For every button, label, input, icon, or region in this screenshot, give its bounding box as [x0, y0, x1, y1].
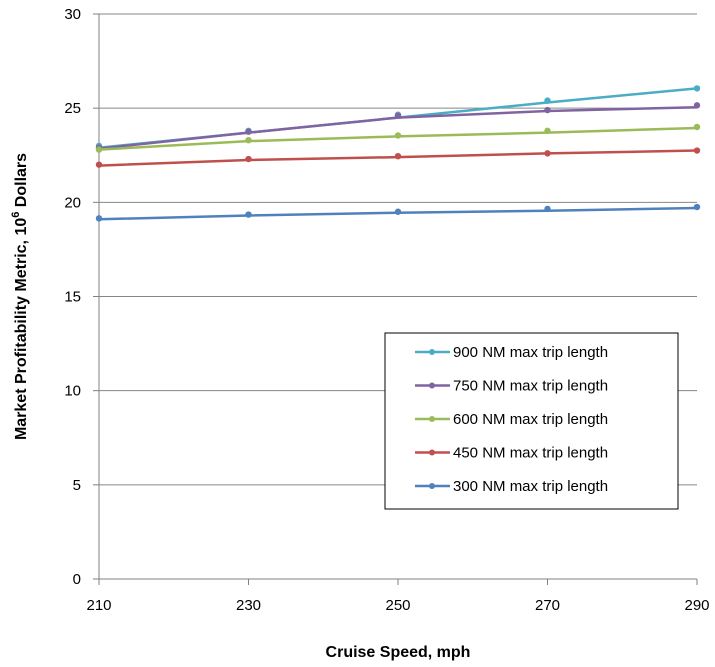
data-point — [693, 123, 701, 131]
legend-label: 300 NM max trip length — [453, 478, 608, 495]
legend-swatch-marker — [429, 416, 435, 422]
legend-swatch-marker — [429, 449, 435, 456]
y-tick-label: 25 — [64, 100, 81, 117]
y-tick-labels: 0 5 10 15 20 25 30 — [64, 6, 99, 588]
y-tick-label: 0 — [73, 571, 81, 588]
legend-swatch-marker — [429, 382, 435, 389]
y-axis-title-superscript: 6 — [10, 212, 22, 218]
data-point — [394, 208, 402, 215]
x-tick-labels: 210 230 250 270 290 — [86, 579, 710, 614]
data-point — [245, 211, 252, 218]
data-point — [245, 128, 252, 135]
data-point — [693, 147, 701, 154]
data-point — [544, 127, 551, 134]
data-point — [394, 132, 402, 139]
series-2 — [95, 123, 701, 153]
x-tick-label: 250 — [385, 597, 410, 614]
data-point — [394, 152, 402, 160]
data-point — [245, 155, 252, 163]
x-tick-label: 290 — [684, 597, 709, 614]
data-point — [544, 106, 551, 114]
data-point — [544, 205, 551, 213]
data-point — [245, 136, 252, 144]
legend-label: 900 NM max trip length — [453, 344, 608, 361]
data-point — [693, 85, 701, 92]
x-axis-title: Cruise Speed, mph — [326, 644, 471, 661]
legend-label: 600 NM max trip length — [453, 411, 608, 428]
data-point — [95, 146, 103, 153]
series-3 — [95, 147, 701, 168]
x-tick-label: 210 — [86, 597, 111, 614]
x-tick-label: 230 — [236, 597, 261, 614]
series-4 — [95, 203, 701, 222]
y-tick-label: 30 — [64, 6, 81, 23]
legend-swatch-marker — [429, 349, 435, 355]
series-lines — [95, 85, 701, 222]
data-point — [544, 97, 551, 104]
data-point — [693, 203, 701, 211]
y-tick-label: 10 — [64, 383, 81, 400]
x-tick-label: 270 — [535, 597, 560, 614]
data-point — [544, 150, 551, 157]
data-point — [394, 112, 402, 119]
y-tick-label: 20 — [64, 194, 81, 211]
legend-swatch-marker — [429, 483, 435, 489]
y-axis-title-tail: Dollars — [13, 153, 30, 212]
legend-label: 750 NM max trip length — [453, 378, 608, 395]
data-point — [95, 215, 103, 222]
y-axis-title: Market Profitability Metric, 106 Dollars — [10, 153, 30, 440]
y-axis-title-main: Market Profitability Metric, 10 — [13, 218, 30, 440]
legend-label: 450 NM max trip length — [453, 445, 608, 462]
data-point — [95, 161, 103, 168]
data-point — [693, 102, 701, 109]
y-tick-label: 5 — [73, 477, 81, 494]
legend: 900 NM max trip length 750 NM max trip le… — [384, 332, 679, 510]
y-tick-label: 15 — [64, 289, 81, 306]
